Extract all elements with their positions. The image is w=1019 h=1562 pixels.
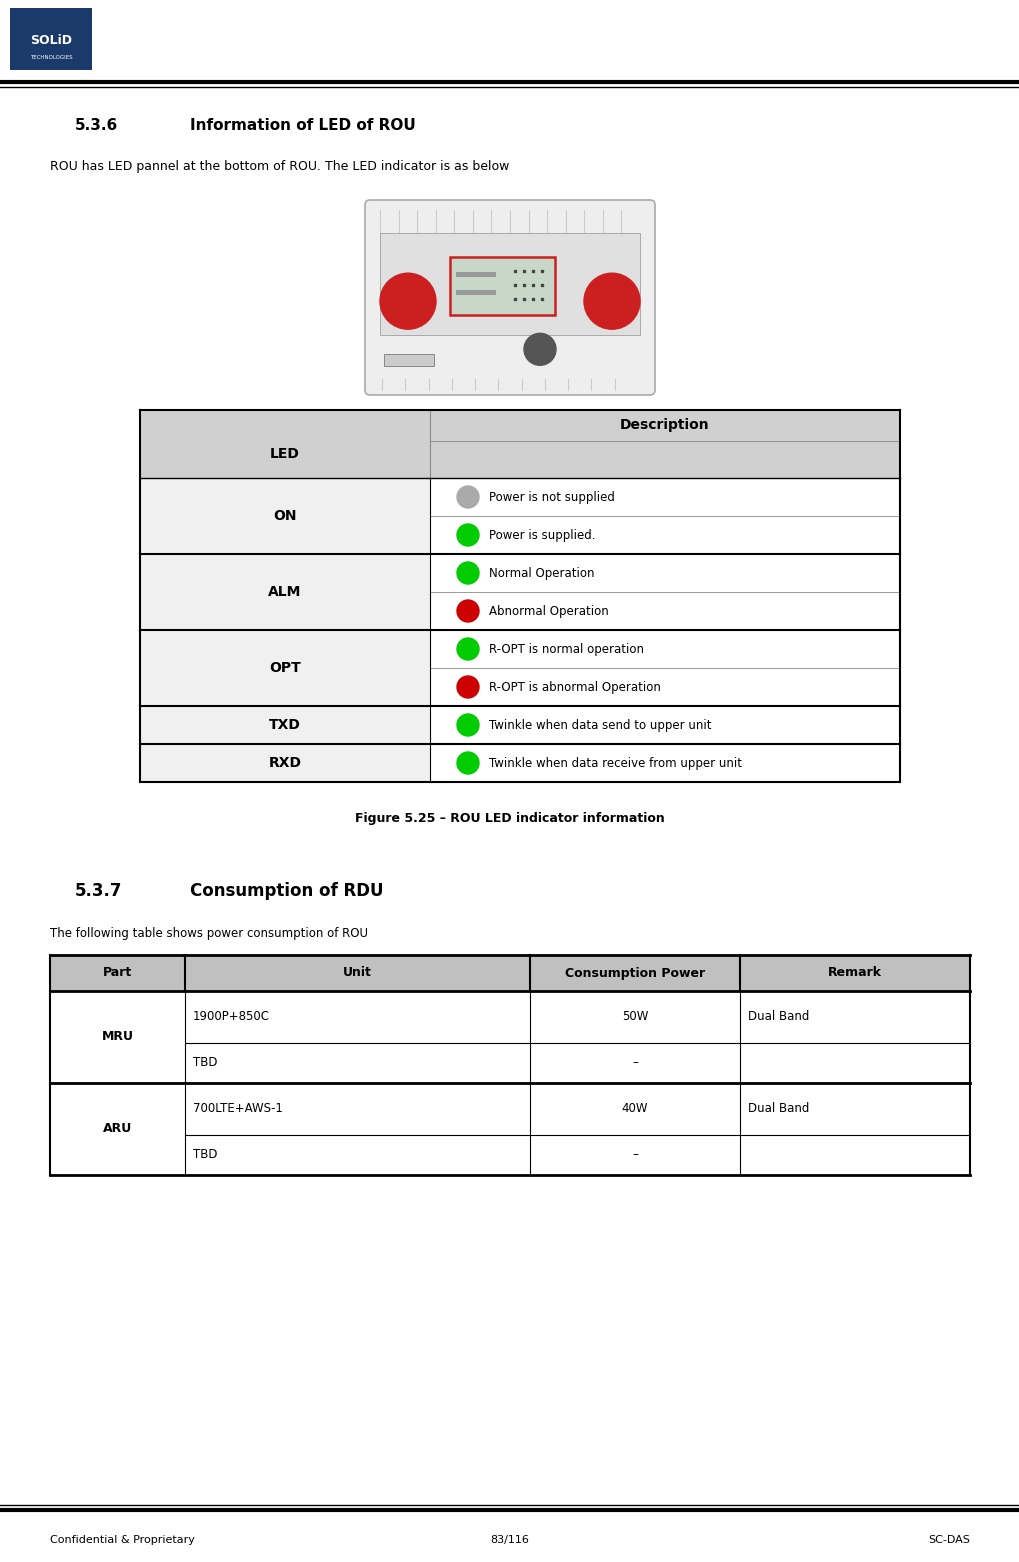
Text: TXD: TXD: [269, 719, 301, 733]
Text: RXD: RXD: [268, 756, 302, 770]
Bar: [455, 291, 495, 295]
Text: SC-DAS: SC-DAS: [927, 1535, 969, 1545]
Circle shape: [584, 273, 639, 330]
Text: Dual Band: Dual Band: [747, 1103, 809, 1115]
Text: R-OPT is abnormal Operation: R-OPT is abnormal Operation: [488, 681, 660, 694]
Circle shape: [457, 562, 479, 584]
Text: The following table shows power consumption of ROU: The following table shows power consumpt…: [50, 926, 368, 940]
Text: Power is supplied.: Power is supplied.: [488, 528, 595, 542]
Text: Power is not supplied: Power is not supplied: [488, 490, 614, 503]
Circle shape: [457, 751, 479, 775]
Text: OPT: OPT: [269, 661, 301, 675]
Bar: [140, 629, 430, 706]
Circle shape: [457, 523, 479, 547]
Text: MRU: MRU: [102, 1031, 133, 1043]
Text: 83/116: 83/116: [490, 1535, 529, 1545]
Text: Unit: Unit: [342, 967, 372, 979]
Text: ROU has LED pannel at the bottom of ROU. The LED indicator is as below: ROU has LED pannel at the bottom of ROU.…: [50, 159, 508, 173]
Text: Consumption Power: Consumption Power: [565, 967, 704, 979]
Bar: [140, 555, 430, 629]
Text: ALM: ALM: [268, 586, 302, 598]
Bar: [10, 8, 92, 70]
Text: –: –: [632, 1056, 637, 1070]
Text: Dual Band: Dual Band: [747, 1011, 809, 1023]
Bar: [140, 478, 430, 555]
Bar: [455, 272, 495, 276]
Text: TBD: TBD: [193, 1056, 217, 1070]
Circle shape: [457, 600, 479, 622]
Text: –: –: [632, 1148, 637, 1162]
FancyBboxPatch shape: [365, 200, 654, 395]
Text: Abnormal Operation: Abnormal Operation: [488, 604, 608, 617]
Circle shape: [380, 273, 435, 330]
Text: Confidential & Proprietary: Confidential & Proprietary: [50, 1535, 195, 1545]
Text: Consumption of RDU: Consumption of RDU: [190, 883, 383, 900]
Text: 5.3.7: 5.3.7: [75, 883, 122, 900]
Bar: [383, 355, 433, 366]
Bar: [140, 744, 430, 783]
Bar: [449, 256, 554, 316]
Text: ON: ON: [273, 509, 297, 523]
Circle shape: [457, 486, 479, 508]
Text: R-OPT is normal operation: R-OPT is normal operation: [488, 642, 643, 656]
Text: 1900P+850C: 1900P+850C: [193, 1011, 270, 1023]
Text: Information of LED of ROU: Information of LED of ROU: [190, 119, 416, 133]
Text: 40W: 40W: [622, 1103, 648, 1115]
Circle shape: [457, 676, 479, 698]
Text: Twinkle when data send to upper unit: Twinkle when data send to upper unit: [488, 719, 711, 731]
Text: Twinkle when data receive from upper unit: Twinkle when data receive from upper uni…: [488, 756, 741, 770]
Text: Figure 5.25 – ROU LED indicator information: Figure 5.25 – ROU LED indicator informat…: [355, 812, 664, 825]
Text: LED: LED: [270, 447, 300, 461]
Text: ARU: ARU: [103, 1123, 132, 1136]
Circle shape: [457, 714, 479, 736]
Text: TBD: TBD: [193, 1148, 217, 1162]
Text: 50W: 50W: [622, 1011, 647, 1023]
Bar: [140, 706, 430, 744]
Text: SOLiD: SOLiD: [30, 34, 72, 47]
Bar: [140, 409, 899, 478]
Text: Normal Operation: Normal Operation: [488, 567, 594, 580]
Text: 700LTE+AWS-1: 700LTE+AWS-1: [193, 1103, 282, 1115]
Circle shape: [524, 333, 555, 366]
Bar: [380, 233, 639, 334]
Text: Description: Description: [620, 419, 709, 433]
Circle shape: [457, 637, 479, 661]
Text: Part: Part: [103, 967, 132, 979]
Text: TECHNOLOGIES: TECHNOLOGIES: [30, 55, 72, 59]
Text: 5.3.6: 5.3.6: [75, 119, 118, 133]
Text: Remark: Remark: [827, 967, 881, 979]
Bar: [50, 954, 969, 990]
